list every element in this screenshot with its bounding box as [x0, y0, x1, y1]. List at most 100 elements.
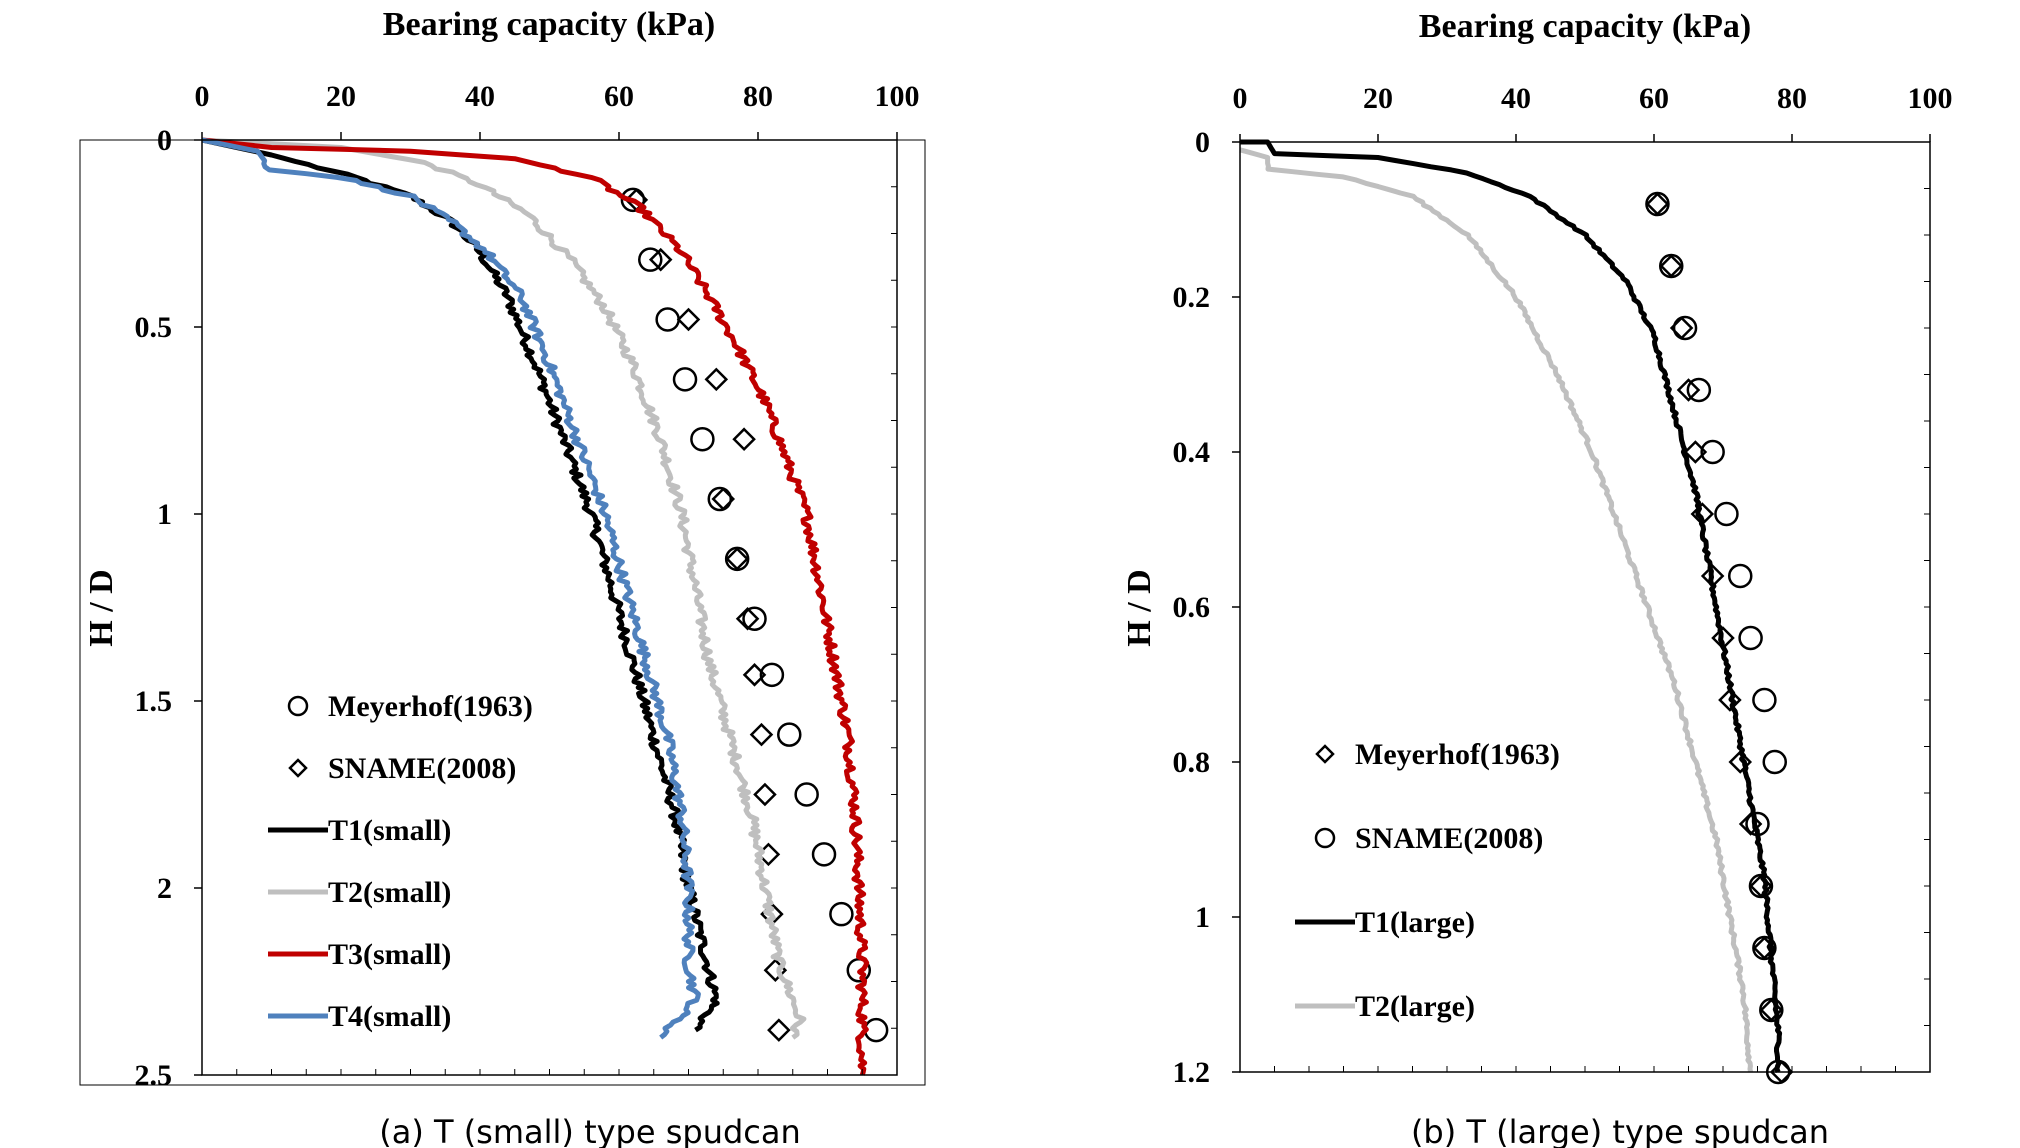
plot-marks — [201, 137, 889, 1076]
y-tick-label: 0.4 — [1173, 436, 1211, 469]
series-line-t2-small — [201, 137, 807, 1040]
plot-frame — [1239, 141, 1931, 1073]
y-tick-label: 0 — [157, 124, 172, 157]
chart-large-spudcan: Bearing capacity (kPa) H / D 0 20 40 60 80 10… — [1121, 8, 1953, 1148]
point-sname-2008 — [735, 606, 760, 631]
point-meyerhof-1963 — [690, 426, 715, 452]
point-sname-2008 — [1659, 253, 1684, 279]
point-sname-2008 — [1752, 935, 1777, 961]
legend-label-sname-2008: SNAME(2008) — [328, 752, 516, 785]
legend-swatch-sname-2008 — [1314, 827, 1336, 849]
legend-label-t2-large: T2(large) — [1355, 990, 1475, 1023]
y-tick-label: 1.5 — [135, 685, 173, 718]
legend-swatch-meyerhof-1963 — [287, 695, 309, 717]
y-tick-label: 1.2 — [1173, 1056, 1211, 1089]
point-sname-2008 — [704, 367, 729, 392]
point-sname-2008 — [1714, 501, 1739, 527]
point-sname-2008 — [1762, 749, 1787, 775]
legend-label-t1-small: T1(small) — [328, 814, 451, 847]
x-axis-title: Bearing capacity (kPa) — [383, 6, 715, 43]
plot-area-frame — [79, 139, 926, 1086]
x-tick-label: 80 — [743, 80, 773, 113]
x-tick-label: 40 — [1501, 82, 1531, 115]
plot-marks — [1239, 139, 1794, 1085]
x-tick-label: 80 — [1777, 82, 1807, 115]
legend-swatch-meyerhof-1963 — [1315, 744, 1335, 764]
point-sname-2008 — [648, 247, 673, 272]
point-sname-2008 — [1752, 687, 1777, 713]
y-axis-title: H / D — [83, 569, 120, 646]
tick-labels: 0 20 40 60 80 100 0 0.2 0.4 0.6 0.8 1 1.2 — [1173, 82, 1953, 1089]
point-sname-2008 — [1645, 191, 1670, 217]
series-line-t3-small — [201, 137, 870, 1076]
series-line-t4-small — [201, 137, 701, 1040]
point-sname-2008 — [711, 487, 736, 511]
point-meyerhof-1963 — [1676, 378, 1701, 402]
point-sname-2008 — [767, 1018, 791, 1042]
legend-label-sname-2008: SNAME(2008) — [1355, 822, 1543, 855]
x-tick-label: 60 — [1639, 82, 1669, 115]
caption: (b) T (large) type spudcan — [1411, 1113, 1829, 1148]
point-meyerhof-1963 — [638, 247, 663, 272]
point-sname-2008 — [749, 722, 774, 747]
point-meyerhof-1963 — [707, 486, 733, 512]
x-tick-label: 0 — [195, 80, 210, 113]
x-tick-label: 20 — [1363, 82, 1393, 115]
point-sname-2008 — [1700, 439, 1725, 465]
point-sname-2008 — [1748, 873, 1774, 899]
legend: Meyerhof(1963) SNAME(2008) T1(large) T2(lar… — [1295, 738, 1560, 1023]
x-tick-label: 100 — [1908, 82, 1953, 115]
point-sname-2008 — [1728, 563, 1753, 589]
point-meyerhof-1963 — [811, 842, 837, 867]
y-tick-label: 0.8 — [1173, 746, 1211, 779]
tick-labels: 0 20 40 60 80 100 0 0.5 1 1.5 2 2.5 — [135, 80, 920, 1092]
x-tick-label: 60 — [604, 80, 634, 113]
legend-label-t3-small: T3(small) — [328, 938, 451, 971]
legend-label-meyerhof-1963: Meyerhof(1963) — [1355, 738, 1560, 771]
x-tick-label: 0 — [1233, 82, 1248, 115]
series-line-t2-large — [1239, 147, 1754, 1073]
legend: Meyerhof(1963) SNAME(2008) T1(small) T2(sma… — [268, 690, 533, 1033]
legend-label-t1-large: T1(large) — [1355, 906, 1475, 939]
y-tick-label: 0.2 — [1173, 281, 1211, 314]
plot-frame — [201, 139, 898, 1076]
y-axis-title: H / D — [1121, 569, 1158, 646]
point-sname-2008 — [1738, 625, 1763, 651]
y-tick-label: 0.5 — [135, 311, 173, 344]
x-tick-label: 20 — [326, 80, 356, 113]
x-axis-title: Bearing capacity (kPa) — [1419, 8, 1751, 45]
point-meyerhof-1963 — [794, 782, 819, 807]
point-meyerhof-1963 — [829, 901, 854, 927]
point-meyerhof-1963 — [655, 307, 680, 332]
y-tick-label: 0.6 — [1173, 591, 1211, 624]
y-tick-label: 2.5 — [135, 1059, 173, 1092]
point-meyerhof-1963 — [620, 187, 646, 213]
point-sname-2008 — [1759, 997, 1784, 1023]
point-sname-2008 — [742, 663, 767, 687]
legend-swatch-sname-2008 — [288, 758, 308, 778]
point-meyerhof-1963 — [1718, 688, 1742, 712]
point-meyerhof-1963 — [777, 722, 802, 747]
x-tick-label: 40 — [465, 80, 495, 113]
caption: (a) T (small) type spudcan — [379, 1113, 801, 1148]
series-line-t1-small — [201, 137, 720, 1033]
x-tick-label: 100 — [875, 80, 920, 113]
point-sname-2008 — [753, 782, 777, 807]
point-meyerhof-1963 — [724, 546, 750, 572]
point-sname-2008 — [1672, 315, 1698, 341]
y-tick-label: 0 — [1195, 126, 1210, 159]
point-sname-2008 — [676, 307, 701, 332]
y-tick-label: 2 — [157, 872, 172, 905]
point-meyerhof-1963 — [672, 367, 698, 392]
point-sname-2008 — [1686, 377, 1712, 403]
point-sname-2008 — [732, 427, 756, 451]
legend-label-t2-small: T2(small) — [328, 876, 451, 909]
point-meyerhof-1963 — [759, 662, 785, 688]
point-sname-2008 — [725, 547, 749, 571]
y-tick-label: 1 — [157, 498, 172, 531]
legend-label-t4-small: T4(small) — [328, 1000, 451, 1033]
point-meyerhof-1963 — [1728, 750, 1753, 774]
series-line-t1-large — [1240, 139, 1783, 1073]
legend-label-meyerhof-1963: Meyerhof(1963) — [328, 690, 533, 723]
